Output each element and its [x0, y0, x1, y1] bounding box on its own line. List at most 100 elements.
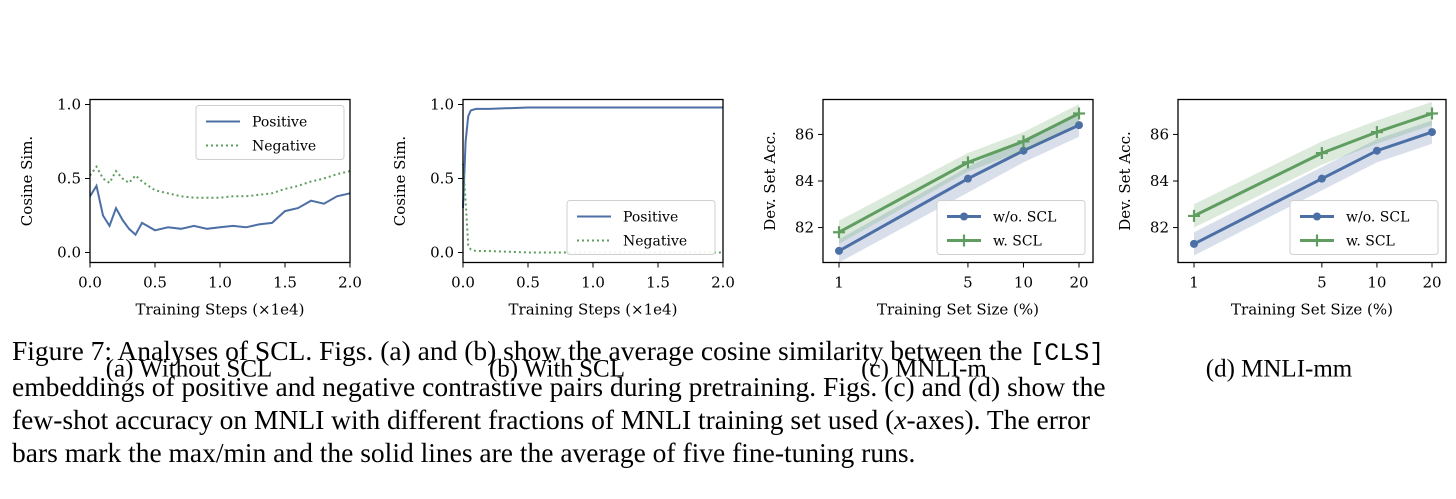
- y-tick-label: 1.0: [430, 96, 454, 114]
- x-tick-label: 20: [1422, 274, 1441, 292]
- x-tick-label: 0.5: [516, 274, 540, 292]
- legend-marker: [1311, 234, 1323, 247]
- data-point: [1188, 209, 1200, 222]
- x-tick-label: 20: [1069, 274, 1088, 292]
- data-point: [1317, 174, 1326, 183]
- data-point: [1426, 107, 1438, 120]
- chart-panel-4: 1 5 10 20 82 84 86 Training Set Size (%) Dev. Se…: [1116, 98, 1447, 383]
- y-axis-label: Cosine Sim.: [18, 136, 36, 226]
- x-tick-label: 0.0: [451, 274, 475, 292]
- legend: Positive Negative: [195, 105, 345, 160]
- panel-caption: (b) With SCL: [489, 356, 625, 383]
- legend-label: w. SCL: [993, 234, 1042, 250]
- y-axis-label: Cosine Sim.: [391, 136, 409, 226]
- y-tick-label: 0.5: [430, 170, 454, 188]
- legend-marker: [960, 212, 968, 221]
- legend-marker: [1313, 212, 1321, 221]
- caption-text-3: few-shot accuracy on MNLI with different…: [12, 404, 895, 435]
- caption-line-2: embeddings of positive and negative cont…: [12, 371, 1106, 402]
- data-point: [963, 174, 972, 183]
- data-point: [1428, 128, 1436, 137]
- y-tick-label: 0.0: [57, 244, 81, 262]
- data-point: [1075, 121, 1083, 130]
- series-line: [838, 112, 1080, 234]
- chart-panel-2: 0.0 0.5 1.0 1.5 2.0 0.0 0.5 1.0 Training Steps (…: [391, 96, 735, 383]
- legend-label: w/o. SCL: [993, 210, 1056, 226]
- x-axis-label: Training Steps (×1e4): [509, 301, 678, 319]
- caption-line-3: few-shot accuracy on MNLI with different…: [12, 404, 1090, 435]
- y-tick-label: 84: [795, 172, 814, 190]
- caption-line-4: bars mark the max/min and the solid line…: [12, 437, 916, 468]
- caption-text-1: Figure 7: Analyses of SCL. Figs. (a) and…: [12, 335, 1030, 366]
- axes-frame: [462, 98, 724, 264]
- x-tick-label: 1.0: [208, 274, 232, 292]
- x-tick-label: 10: [1367, 274, 1386, 292]
- figure-caption: Figure 7: Analyses of SCL. Figs. (a) and…: [12, 334, 1452, 469]
- y-tick-label: 82: [795, 219, 814, 237]
- y-tick-label: 0.0: [430, 244, 454, 262]
- legend: w/o. SCL w. SCL: [1289, 200, 1439, 255]
- caption-text-4: -axes). The error: [906, 404, 1091, 435]
- legend-marker: [958, 234, 970, 247]
- panel-caption: (c) MNLI-m: [861, 356, 987, 383]
- caption-line-1: Figure 7: Analyses of SCL. Figs. (a) and…: [12, 335, 1105, 368]
- y-tick-label: 84: [1150, 172, 1169, 190]
- caption-code: [CLS]: [1029, 339, 1105, 368]
- series-line: [1193, 112, 1433, 218]
- y-axis-label: Dev. Set Acc.: [761, 131, 779, 231]
- legend-label: Negative: [623, 234, 687, 250]
- y-tick-label: 86: [795, 125, 814, 143]
- legend: Positive Negative: [566, 200, 716, 255]
- axes-frame: [89, 98, 351, 264]
- x-tick-label: 10: [1014, 274, 1033, 292]
- y-axis-label: Dev. Set Acc.: [1116, 131, 1134, 231]
- panel-caption: (a) Without SCL: [106, 356, 273, 383]
- series-line: [1193, 130, 1433, 246]
- x-axis-label: Training Set Size (%): [1231, 301, 1393, 319]
- y-tick-label: 82: [1150, 219, 1169, 237]
- data-point: [835, 246, 843, 255]
- x-tick-label: 1: [1189, 274, 1199, 292]
- data-point: [1315, 147, 1328, 160]
- x-tick-label: 1: [834, 274, 844, 292]
- series-line: [89, 183, 351, 237]
- axes-frame: [1177, 98, 1447, 264]
- x-tick-label: 2.0: [711, 274, 735, 292]
- data-point: [1017, 135, 1030, 148]
- data-point: [1073, 107, 1085, 120]
- x-tick-label: 5: [963, 274, 973, 292]
- y-tick-label: 86: [1150, 125, 1169, 143]
- legend-label: Negative: [252, 139, 316, 155]
- caption-var: x: [894, 404, 907, 435]
- x-axis-label: Training Steps (×1e4): [136, 301, 305, 319]
- error-band: [839, 113, 1079, 263]
- legend-label: Positive: [623, 210, 678, 226]
- data-point: [1190, 239, 1198, 248]
- axes-frame: [822, 98, 1094, 264]
- x-tick-label: 1.0: [581, 274, 605, 292]
- x-tick-label: 0.0: [78, 274, 102, 292]
- error-band: [839, 104, 1079, 244]
- series-line: [89, 164, 351, 199]
- x-axis-label: Training Set Size (%): [877, 301, 1039, 319]
- legend-label: w. SCL: [1346, 234, 1395, 250]
- legend-label: Positive: [252, 115, 307, 131]
- x-tick-label: 0.5: [143, 274, 167, 292]
- x-tick-label: 5: [1317, 274, 1327, 292]
- data-point: [961, 156, 974, 169]
- panel-caption: (d) MNLI-mm: [1206, 356, 1353, 383]
- series-line: [462, 106, 723, 209]
- legend: w/o. SCL w. SCL: [936, 200, 1086, 255]
- data-point: [833, 226, 845, 239]
- chart-panel-3: 1 5 10 20 82 84 86 Training Set Size (%) Dev. Se…: [761, 98, 1094, 383]
- legend-label: w/o. SCL: [1346, 210, 1409, 226]
- data-point: [1019, 146, 1028, 155]
- x-tick-label: 2.0: [338, 274, 362, 292]
- chart-panel-1: 0.0 0.5 1.0 1.5 2.0 0.0 0.5 1.0 Training Steps (…: [18, 96, 362, 383]
- y-tick-label: 0.5: [57, 170, 81, 188]
- data-point: [1372, 146, 1381, 155]
- y-tick-label: 1.0: [57, 96, 81, 114]
- x-tick-label: 1.5: [646, 274, 670, 292]
- data-point: [1370, 126, 1383, 139]
